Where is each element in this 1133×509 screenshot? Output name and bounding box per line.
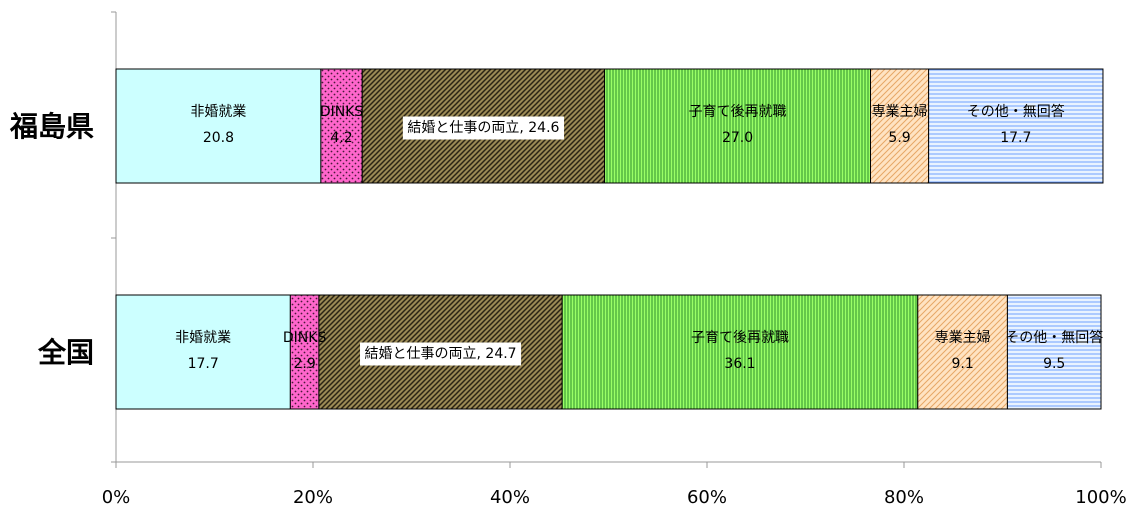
data-label-box [402, 116, 565, 140]
data-label-name: 非婚就業 [190, 104, 246, 120]
data-label-value: 2.9 [293, 356, 315, 372]
data-label-name: 専業主婦 [935, 329, 991, 346]
bar-segment [928, 68, 1104, 184]
data-label: 結婚と仕事の両立, 24.7 [365, 346, 517, 362]
bar-segment [115, 294, 291, 410]
data-label-name: 子育て後再就職 [689, 104, 787, 120]
x-tick-label: 100% [1075, 487, 1126, 508]
data-label-value: 27.0 [722, 130, 753, 146]
data-label-value: 5.9 [888, 130, 910, 146]
data-label: 結婚と仕事の両立, 24.6 [407, 120, 559, 136]
bar-segment [561, 294, 919, 410]
x-tick-label: 40% [490, 487, 530, 508]
category-label: 全国 [37, 336, 94, 369]
axis-layer: 0% 20% 40% 60% 80% 100% [102, 11, 1127, 508]
data-label-box [360, 342, 522, 366]
x-tick-label: 0% [102, 487, 131, 508]
bars-layer [115, 68, 1104, 410]
x-tick-label: 20% [293, 487, 333, 508]
data-label-value: 9.1 [951, 356, 973, 372]
bar-segment [1006, 294, 1102, 410]
x-tick-label: 80% [884, 487, 924, 508]
data-label-value: 9.5 [1043, 356, 1065, 372]
data-label-name: その他・無回答 [967, 103, 1065, 120]
bar-segment [604, 68, 872, 184]
data-label-value: 17.7 [1000, 130, 1031, 146]
data-label-name: 専業主婦 [872, 103, 928, 120]
data-label-value: 17.7 [188, 356, 219, 372]
data-label-value: 36.1 [724, 356, 755, 372]
data-label-name: 非婚就業 [175, 330, 231, 346]
data-label-value: 20.8 [203, 130, 234, 146]
data-label-name: DINKS [283, 330, 327, 346]
bar-segment [320, 68, 363, 184]
x-tick-label: 60% [687, 487, 727, 508]
category-label: 福島県 [9, 110, 94, 143]
bar-segment [289, 294, 320, 410]
bar-segment [870, 68, 930, 184]
bar-segment [115, 68, 322, 184]
bar-segment [917, 294, 1008, 410]
data-label-name: その他・無回答 [1005, 329, 1103, 346]
data-label-value: 4.2 [330, 130, 352, 146]
data-label-name: 子育て後再就職 [691, 330, 789, 346]
data-label-name: DINKS [320, 104, 364, 120]
